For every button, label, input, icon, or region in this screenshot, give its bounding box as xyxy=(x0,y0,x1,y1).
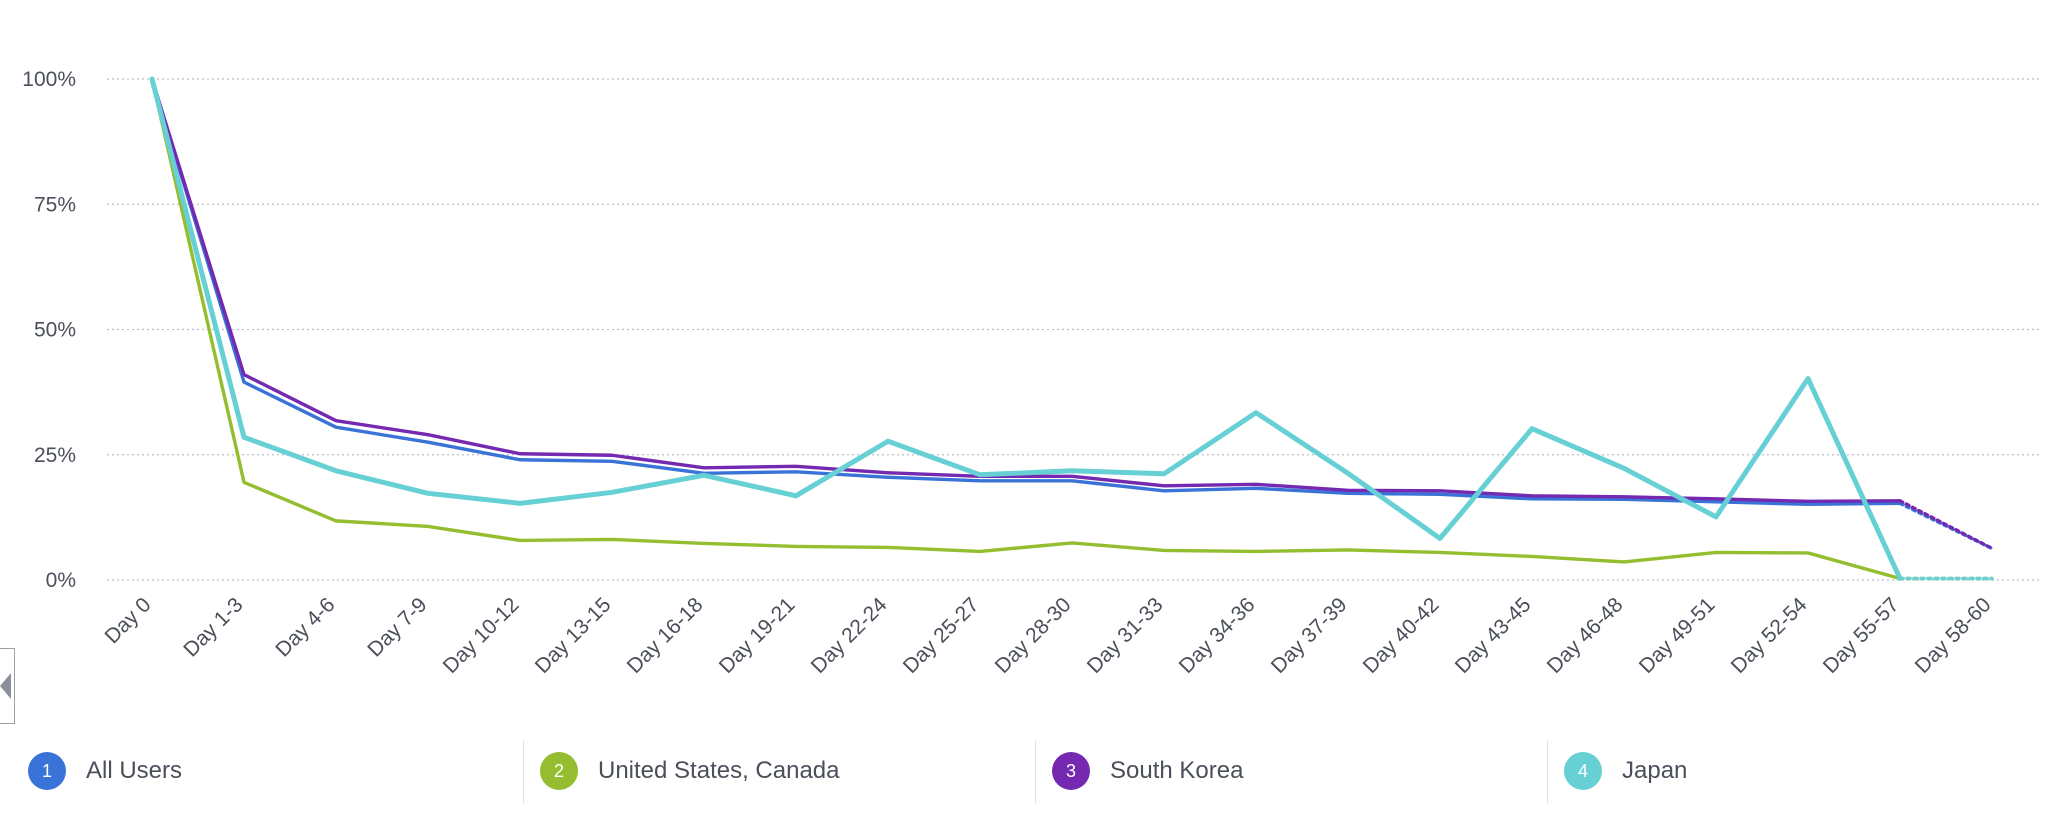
x-tick-label: Day 0 xyxy=(100,593,155,648)
retention-chart: 0% 25% 50% 75% 100% Day 0 Day 1-3 Day 4-6 Day 7-… xyxy=(22,68,2040,678)
legend-badge: 4 xyxy=(1564,752,1602,790)
x-tick-label: Day 13-15 xyxy=(531,593,616,678)
legend-divider xyxy=(1035,740,1036,804)
x-tick-label: Day 37-39 xyxy=(1267,593,1352,678)
legend-item-all-users[interactable]: 1 All Users xyxy=(28,748,182,794)
y-tick-label: 0% xyxy=(46,569,76,592)
legend-badge: 1 xyxy=(28,752,66,790)
scroll-left-button[interactable] xyxy=(0,648,15,724)
x-tick-label: Day 31-33 xyxy=(1083,593,1168,678)
series-line xyxy=(150,77,1902,504)
chart-svg: 0% 25% 50% 75% 100% Day 0 Day 1-3 Day 4-6 Day 7-… xyxy=(22,68,2040,678)
y-tick-label: 25% xyxy=(34,444,76,467)
caret-left-icon xyxy=(0,673,11,699)
x-tick-label: Day 16-18 xyxy=(623,593,708,678)
x-tick-label: Day 10-12 xyxy=(439,593,524,678)
chart-legend: 1 All Users 2 United States, Canada 3 So… xyxy=(0,740,2048,810)
x-tick-label: Day 58-60 xyxy=(1911,593,1996,678)
legend-label: South Korea xyxy=(1110,757,1244,784)
x-tick-label: Day 22-24 xyxy=(807,593,892,678)
legend-badge: 2 xyxy=(540,752,578,790)
legend-label: Japan xyxy=(1622,757,1688,784)
x-tick-label: Day 19-21 xyxy=(715,593,800,678)
legend-divider xyxy=(523,740,524,804)
series-projection xyxy=(1898,499,1994,551)
legend-badge: 3 xyxy=(1052,752,1090,790)
x-tick-label: Day 55-57 xyxy=(1819,593,1904,678)
x-tick-label: Day 49-51 xyxy=(1635,593,1720,678)
x-tick-label: Day 34-36 xyxy=(1175,593,1260,678)
x-tick-label: Day 52-54 xyxy=(1727,593,1812,678)
x-tick-label: Day 1-3 xyxy=(179,593,247,661)
legend-item-united-states-canada[interactable]: 2 United States, Canada xyxy=(540,748,840,794)
x-tick-label: Day 46-48 xyxy=(1543,593,1628,678)
legend-divider xyxy=(1547,740,1548,804)
legend-label: All Users xyxy=(86,757,183,784)
x-tick-label: Day 43-45 xyxy=(1451,593,1536,678)
x-tick-label: Day 40-42 xyxy=(1359,593,1444,678)
y-tick-label: 50% xyxy=(34,319,76,342)
x-tick-label: Day 28-30 xyxy=(991,593,1076,678)
y-tick-label: 75% xyxy=(34,193,76,216)
legend-item-south-korea[interactable]: 3 South Korea xyxy=(1052,748,1243,794)
legend-label: United States, Canada xyxy=(598,757,840,784)
x-tick-label: Day 25-27 xyxy=(899,593,984,678)
x-tick-label: Day 7-9 xyxy=(363,593,431,661)
series-line xyxy=(149,76,1903,581)
series-line xyxy=(150,77,1902,581)
legend-item-japan[interactable]: 4 Japan xyxy=(1564,748,1687,794)
x-tick-label: Day 4-6 xyxy=(271,593,339,661)
y-tick-label: 100% xyxy=(22,68,76,91)
series-line xyxy=(150,77,1902,507)
